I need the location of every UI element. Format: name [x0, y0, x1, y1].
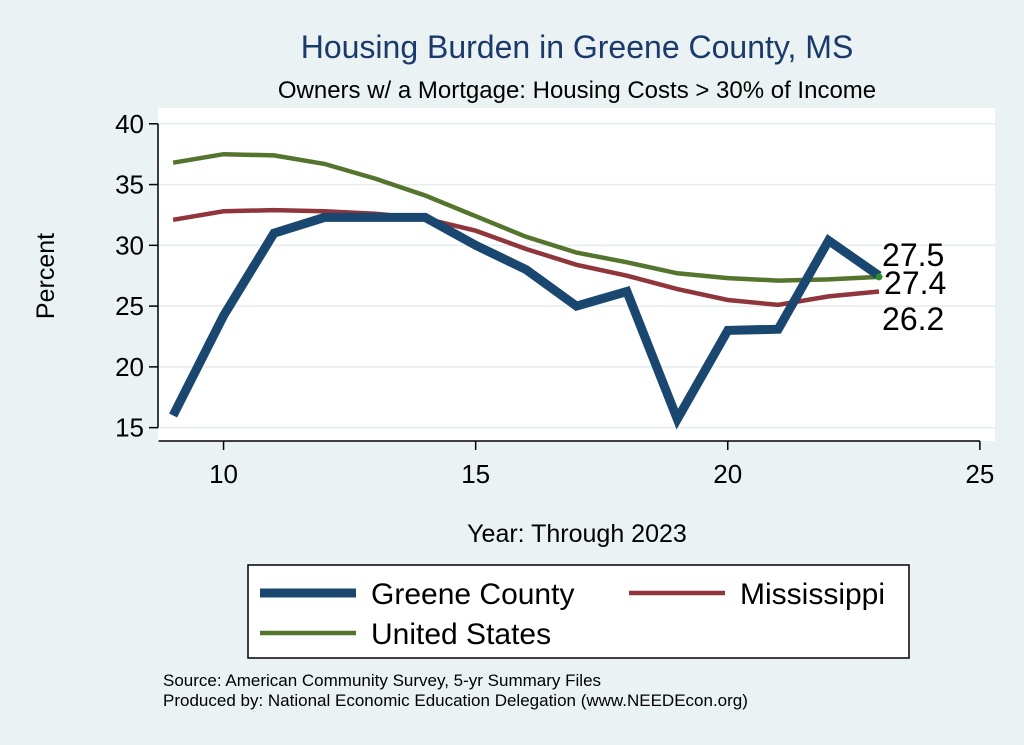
end-label-united-states: 27.4 [884, 265, 946, 301]
footer-notes: Source: American Community Survey, 5-yr … [163, 671, 748, 711]
series-lines [169, 151, 883, 430]
producer-note: Produced by: National Economic Education… [163, 691, 748, 710]
end-label-greene-county: 27.5 [882, 237, 944, 273]
x-tick-label-25: 25 [965, 459, 994, 489]
end-labels: 27.5 26.227.4 [882, 237, 946, 337]
chart-title: Housing Burden in Greene County, MS [301, 29, 854, 65]
y-tick-label-40: 40 [115, 109, 144, 139]
series-line-greene-county [169, 212, 882, 430]
y-tick-label-25: 25 [115, 291, 144, 321]
chart-subtitle: Owners w/ a Mortgage: Housing Costs > 30… [278, 77, 876, 104]
y-axis-label: Percent [32, 233, 60, 319]
series-line-mississippi [172, 207, 880, 308]
end-point-marker [875, 273, 883, 281]
y-tick-label-20: 20 [115, 352, 144, 382]
x-axis-label: Year: Through 2023 [467, 520, 687, 548]
x-tick-label-15: 15 [461, 459, 490, 489]
plot-area [158, 108, 995, 441]
x-tick-label-20: 20 [713, 459, 742, 489]
x-tick-label-10: 10 [209, 459, 238, 489]
legend-label-greene-county: Greene County [371, 578, 574, 611]
legend: Greene County Mississippi United States [260, 578, 885, 651]
end-label-mississippi: 26.2 [882, 301, 944, 337]
legend-box [247, 564, 910, 659]
axes: 15 20 25 30 35 40 10 15 20 25 [115, 109, 994, 489]
y-tick-label-30: 30 [115, 230, 144, 260]
y-tick-label-15: 15 [115, 413, 144, 443]
legend-label-united-states: United States [371, 618, 551, 651]
legend-label-mississippi: Mississippi [740, 578, 885, 611]
y-tick-label-35: 35 [115, 170, 144, 200]
series-line-united-states [172, 151, 880, 283]
source-note: Source: American Community Survey, 5-yr … [163, 671, 602, 690]
